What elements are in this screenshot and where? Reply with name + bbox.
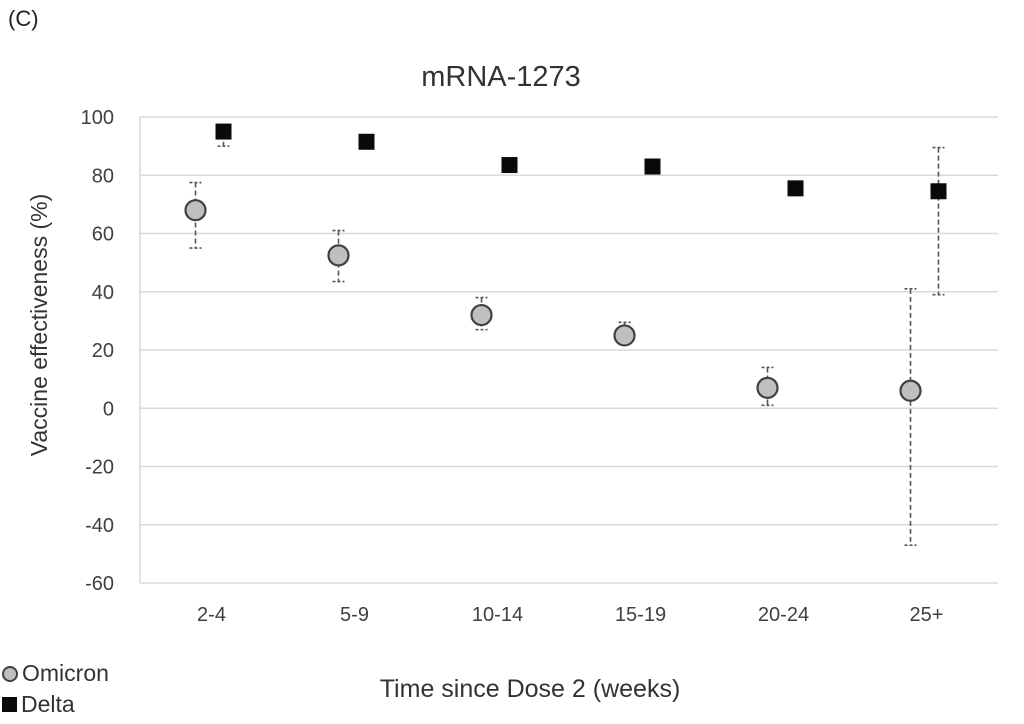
data-points: [184, 123, 947, 402]
delta-point: [644, 158, 661, 175]
omicron-point: [327, 244, 350, 267]
y-tick-label: 100: [81, 107, 114, 129]
chart-title: mRNA-1273: [421, 61, 581, 93]
y-tick-label: 20: [92, 340, 114, 362]
y-tick-label: -40: [85, 515, 114, 537]
omicron-point: [756, 376, 779, 399]
delta-point: [787, 180, 804, 197]
y-tick-labels: -60 -40 -20 0 20 40 60 80 100: [81, 107, 114, 595]
panel-label: (C): [8, 6, 39, 31]
legend-label-omicron: Omicron: [22, 660, 109, 686]
delta-square-marker: [2, 697, 17, 712]
gridlines: [139, 116, 998, 584]
x-tick-label: 20-24: [758, 604, 809, 626]
delta-point: [215, 123, 232, 140]
omicron-circle-marker: [2, 665, 18, 682]
x-tick-label: 10-14: [472, 604, 523, 626]
x-tick-label: 15-19: [615, 604, 666, 626]
error-bars: [189, 124, 945, 546]
x-tick-label: 2-4: [197, 604, 226, 626]
y-tick-label: -20: [85, 457, 114, 479]
y-tick-label: -60: [85, 573, 114, 595]
x-tick-label: 25+: [910, 604, 944, 626]
y-axis-label: Vaccine effectiveness (%): [26, 194, 52, 457]
delta-point: [930, 183, 947, 200]
delta-point: [501, 157, 518, 174]
omicron-point: [899, 379, 922, 402]
y-tick-label: 0: [103, 398, 114, 420]
delta-point: [358, 133, 375, 150]
legend-item-omicron: Omicron: [2, 660, 109, 687]
y-tick-label: 80: [92, 165, 114, 187]
legend-label-delta: Delta: [21, 691, 75, 717]
omicron-point: [470, 303, 493, 327]
omicron-point: [184, 199, 207, 222]
y-tick-label: 60: [92, 224, 114, 246]
omicron-point: [613, 324, 636, 347]
x-axis-label: Time since Dose 2 (weeks): [380, 675, 681, 703]
x-tick-labels: 2-4 5-9 10-14 15-19 20-24 25+: [197, 604, 943, 626]
y-tick-label: 40: [92, 282, 114, 304]
legend-item-delta: Delta: [2, 691, 75, 718]
x-tick-label: 5-9: [340, 604, 369, 626]
